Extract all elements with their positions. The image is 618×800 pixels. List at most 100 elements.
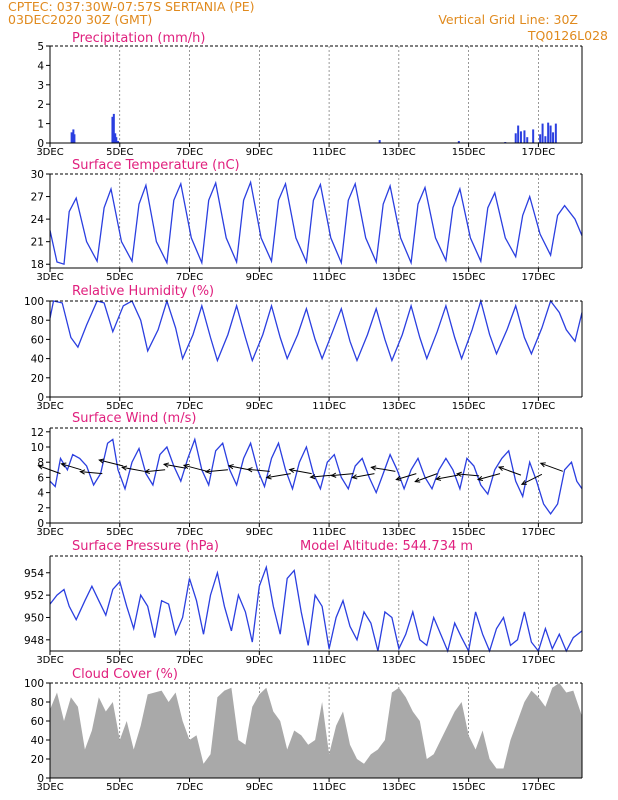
y-tick-label: 948 <box>24 635 44 647</box>
y-tick-label: 20 <box>31 373 44 385</box>
y-tick-label: 60 <box>31 716 44 728</box>
wind-vector <box>38 465 61 475</box>
wind-vector <box>145 469 166 473</box>
y-tick-label: 24 <box>31 214 45 226</box>
precip-bar <box>70 132 73 143</box>
y-tick-label: 60 <box>31 334 44 346</box>
cloud-area <box>50 683 582 778</box>
y-tick-label: 0 <box>37 138 44 150</box>
wind-vector <box>205 469 228 473</box>
y-tick-label: 8 <box>37 457 44 469</box>
precip-bar <box>115 137 118 143</box>
y-tick-label: 21 <box>31 237 44 249</box>
y-tick-label: 0 <box>37 773 44 785</box>
x-tick-label: 11DEC <box>312 527 346 538</box>
x-tick-label: 17DEC <box>522 655 556 666</box>
wind-vector-head <box>370 465 377 471</box>
precip-bar <box>541 123 544 143</box>
wind-vector <box>163 463 187 469</box>
wind-vector <box>457 473 480 477</box>
x-tick-label: 13DEC <box>382 782 416 793</box>
wind-vector <box>289 469 312 475</box>
panel-title-pressure: Surface Pressure (hPa) <box>72 539 219 554</box>
y-tick-label: 952 <box>24 590 44 602</box>
y-tick-label: 1 <box>37 119 44 131</box>
precip-bar <box>112 113 115 143</box>
x-tick-label: 3DEC <box>36 782 63 793</box>
y-tick-label: 6 <box>37 472 44 484</box>
precip-bar <box>532 129 535 143</box>
wind-vector <box>498 466 522 476</box>
x-tick-label: 11DEC <box>312 401 346 412</box>
precip-bar <box>549 125 552 143</box>
y-tick-label: 100 <box>24 296 44 308</box>
x-tick-label: 3DEC <box>36 527 63 538</box>
wind-vector <box>80 471 103 475</box>
x-tick-label: 15DEC <box>452 782 486 793</box>
x-tick-label: 9DEC <box>246 527 273 538</box>
header-date: 03DEC2020 30Z (GMT) <box>8 12 152 27</box>
wind-vector <box>396 473 417 481</box>
y-tick-label: 4 <box>37 488 44 500</box>
precip-bar <box>73 134 76 143</box>
x-tick-label: 11DEC <box>312 782 346 793</box>
x-tick-label: 11DEC <box>312 147 346 158</box>
x-tick-label: 9DEC <box>246 401 273 412</box>
y-tick-label: 80 <box>31 697 44 709</box>
x-tick-label: 11DEC <box>312 655 346 666</box>
wind-vector-head <box>330 472 337 478</box>
wind-vector-head <box>288 467 295 473</box>
x-tick-label: 3DEC <box>36 655 63 666</box>
wind-vector <box>415 473 438 483</box>
x-tick-label: 9DEC <box>246 272 273 283</box>
precip-bar <box>517 125 520 143</box>
wind-vector-head <box>246 467 253 473</box>
panel-title-precip: Precipitation (mm/h) <box>72 31 205 46</box>
x-tick-label: 3DEC <box>36 147 63 158</box>
y-tick-label: 950 <box>24 612 44 624</box>
wind-vector-head <box>539 462 546 468</box>
y-tick-label: 100 <box>24 678 44 690</box>
wind-vector-head <box>79 469 86 475</box>
wind-vector <box>247 468 270 472</box>
x-tick-label: 9DEC <box>246 147 273 158</box>
precip-bar <box>114 133 117 143</box>
header-model-id: TQ0126L028 <box>527 28 608 43</box>
wind-vector-head <box>60 462 67 468</box>
x-tick-label: 13DEC <box>382 527 416 538</box>
wind-vector-head <box>455 471 462 477</box>
precip-bar <box>117 141 120 143</box>
precip-bar <box>72 129 75 143</box>
y-tick-label: 2 <box>37 503 44 515</box>
precip-bar <box>514 133 517 143</box>
wind-vector <box>436 474 459 480</box>
y-tick-label: 40 <box>31 735 44 747</box>
x-tick-label: 5DEC <box>106 147 133 158</box>
x-tick-label: 17DEC <box>522 272 556 283</box>
wind-vector-head <box>497 466 504 472</box>
wind-vector-head <box>309 474 316 480</box>
series-line-rh <box>49 298 583 363</box>
precip-bar <box>457 141 460 143</box>
precip-bar <box>547 122 550 143</box>
x-tick-label: 7DEC <box>176 147 203 158</box>
wind-vector-head <box>204 468 211 475</box>
precip-bar <box>526 137 529 143</box>
wind-vector-head <box>162 462 170 468</box>
x-tick-label: 5DEC <box>106 401 133 412</box>
x-tick-label: 17DEC <box>522 782 556 793</box>
y-tick-label: 954 <box>24 568 44 580</box>
precip-bar <box>552 132 555 143</box>
wind-vector-head <box>351 474 358 480</box>
x-tick-label: 17DEC <box>522 401 556 412</box>
wind-vector-head <box>435 475 442 481</box>
x-tick-label: 9DEC <box>246 782 273 793</box>
y-tick-label: 4 <box>37 60 44 72</box>
wind-vector <box>183 464 208 472</box>
x-tick-label: 15DEC <box>452 527 486 538</box>
x-tick-label: 7DEC <box>176 655 203 666</box>
x-tick-label: 3DEC <box>36 401 63 412</box>
x-tick-label: 3DEC <box>36 272 63 283</box>
y-tick-label: 5 <box>37 41 44 53</box>
